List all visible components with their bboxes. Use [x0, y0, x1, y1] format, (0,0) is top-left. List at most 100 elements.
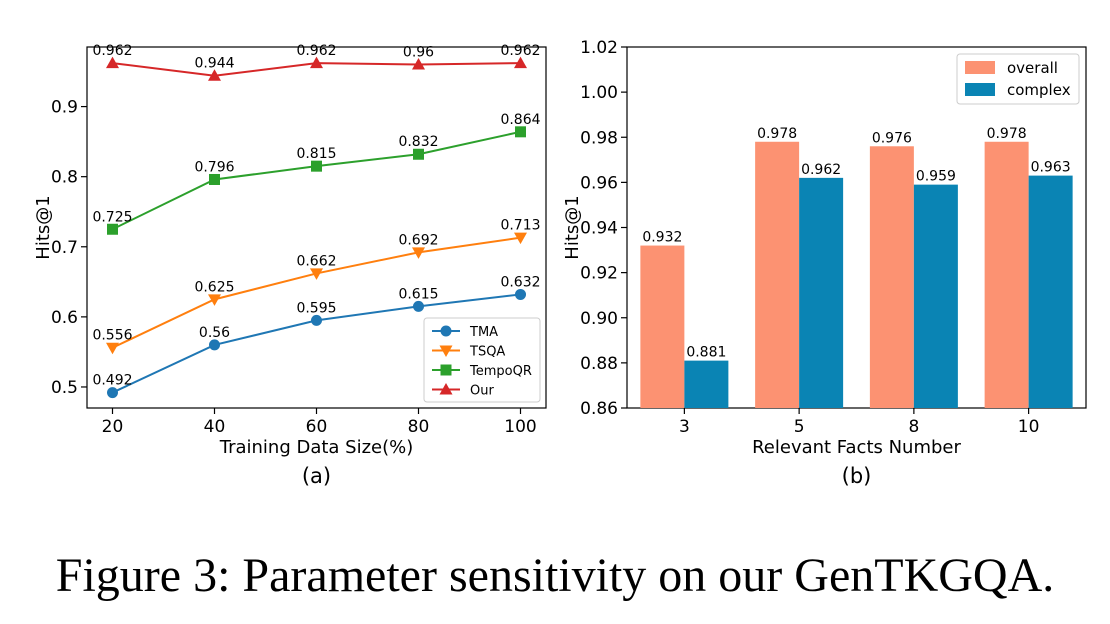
- data-label: 0.959: [916, 169, 956, 185]
- data-point-tsqa: [412, 247, 425, 259]
- data-label: 0.881: [686, 345, 726, 361]
- legend-marker: [440, 364, 452, 376]
- data-point-tsqa: [310, 268, 323, 280]
- data-point-tempoqr: [413, 148, 424, 160]
- data-point-our: [208, 69, 221, 81]
- data-label: 0.962: [296, 43, 336, 59]
- data-label: 0.815: [296, 146, 336, 162]
- data-label: 0.56: [199, 325, 230, 341]
- x-tick-label: 80: [408, 417, 430, 437]
- data-point-tempoqr: [311, 160, 322, 172]
- data-label: 0.692: [398, 232, 438, 248]
- data-point-tempoqr: [515, 126, 526, 138]
- bar-complex: [1028, 175, 1073, 408]
- bar-overall: [755, 141, 800, 408]
- panel-label-a: (a): [302, 464, 331, 488]
- legend-label: TempoQR: [469, 364, 532, 379]
- data-label: 0.96: [403, 45, 434, 61]
- data-point-tsqa: [106, 342, 119, 355]
- data-point-tma: [209, 339, 220, 351]
- legend-swatch: [965, 61, 995, 74]
- data-point-tma: [515, 288, 526, 300]
- y-tick-label: 0.90: [580, 309, 618, 329]
- data-point-tma: [413, 300, 424, 312]
- data-label: 0.556: [92, 328, 132, 344]
- y-tick-label: 0.86: [580, 399, 618, 419]
- y-tick-label: 0.9: [51, 98, 78, 118]
- data-label: 0.595: [296, 300, 336, 316]
- data-label: 0.962: [801, 162, 841, 178]
- panel-b-bar-chart: 0.86 0.88 0.90 0.92 0.94 0.96 0.98 1.00 1.02 3 0.9…: [562, 38, 1087, 488]
- x-tick-label: 20: [102, 417, 124, 437]
- x-tick-label: 100: [504, 417, 536, 437]
- data-label: 0.932: [642, 230, 682, 246]
- data-label: 0.962: [500, 43, 540, 59]
- x-axis-label: Training Data Size(%): [219, 437, 414, 458]
- data-point-tma: [311, 314, 322, 326]
- bar-overall: [984, 141, 1029, 408]
- legend-marker: [439, 345, 453, 357]
- data-point-tsqa: [208, 294, 221, 306]
- data-label: 0.963: [1031, 160, 1071, 176]
- data-label: 0.492: [92, 373, 132, 389]
- data-label: 0.962: [92, 43, 132, 59]
- legend-label: Our: [470, 384, 494, 399]
- y-tick-label: 1.00: [580, 83, 618, 103]
- y-axis-label: Hits@1: [562, 195, 583, 259]
- x-tick-label: 60: [306, 417, 328, 437]
- y-tick-label: 0.8: [51, 168, 78, 188]
- data-label: 0.713: [500, 218, 540, 234]
- data-label: 0.944: [194, 56, 234, 72]
- data-label: 0.615: [398, 286, 438, 302]
- figure-caption: Figure 3: Parameter sensitivity on our G…: [55, 549, 1055, 602]
- y-tick-label: 0.94: [580, 219, 618, 239]
- y-tick-label: 0.5: [51, 378, 78, 398]
- data-label: 0.832: [398, 134, 438, 150]
- y-axis-label: Hits@1: [33, 195, 54, 259]
- y-tick-label: 0.6: [51, 308, 78, 328]
- legend-marker: [439, 383, 453, 395]
- bar-complex: [684, 360, 729, 408]
- x-tick-label: 40: [204, 417, 226, 437]
- data-point-our: [310, 56, 323, 69]
- bar-complex: [799, 177, 844, 408]
- data-point-tma: [107, 387, 118, 399]
- y-tick-label: 0.92: [580, 264, 618, 284]
- legend-label: complex: [1007, 81, 1071, 99]
- data-label: 0.978: [757, 126, 797, 142]
- panel-label-b: (b): [842, 464, 872, 488]
- legend-label: overall: [1007, 59, 1058, 77]
- x-tick-label: 3: [679, 417, 690, 437]
- data-point-our: [514, 56, 527, 69]
- y-tick-label: 0.96: [580, 173, 618, 193]
- data-label: 0.662: [296, 253, 336, 269]
- data-point-our: [106, 56, 119, 69]
- panel-a-line-chart: 20 40 60 80 100 0.5 0.6 0.7 0.8 0.9 Training Data …: [33, 43, 547, 488]
- data-label: 0.625: [194, 279, 234, 295]
- data-label: 0.632: [500, 274, 540, 290]
- legend-swatch: [965, 83, 995, 96]
- x-tick-label: 5: [794, 417, 805, 437]
- x-tick-label: 8: [908, 417, 919, 437]
- data-label: 0.864: [500, 112, 540, 128]
- y-tick-label: 0.98: [580, 128, 618, 148]
- legend-box: [423, 317, 541, 403]
- bar-overall: [640, 245, 685, 408]
- data-point-tsqa: [514, 232, 527, 245]
- legend-label: TMA: [469, 325, 498, 340]
- data-point-tempoqr: [209, 173, 220, 185]
- data-label: 0.976: [872, 130, 912, 146]
- y-tick-label: 0.7: [51, 238, 78, 258]
- legend-label: TSQA: [469, 345, 505, 360]
- bar-overall: [869, 146, 914, 408]
- bar-complex: [913, 184, 958, 408]
- data-label: 0.978: [987, 126, 1027, 142]
- y-tick-label: 1.02: [580, 38, 618, 58]
- x-tick-label: 10: [1018, 417, 1040, 437]
- x-axis-label: Relevant Facts Number: [752, 437, 961, 458]
- legend-marker: [440, 325, 452, 337]
- data-label: 0.725: [92, 209, 132, 225]
- data-point-our: [412, 58, 425, 70]
- y-tick-label: 0.88: [580, 354, 618, 374]
